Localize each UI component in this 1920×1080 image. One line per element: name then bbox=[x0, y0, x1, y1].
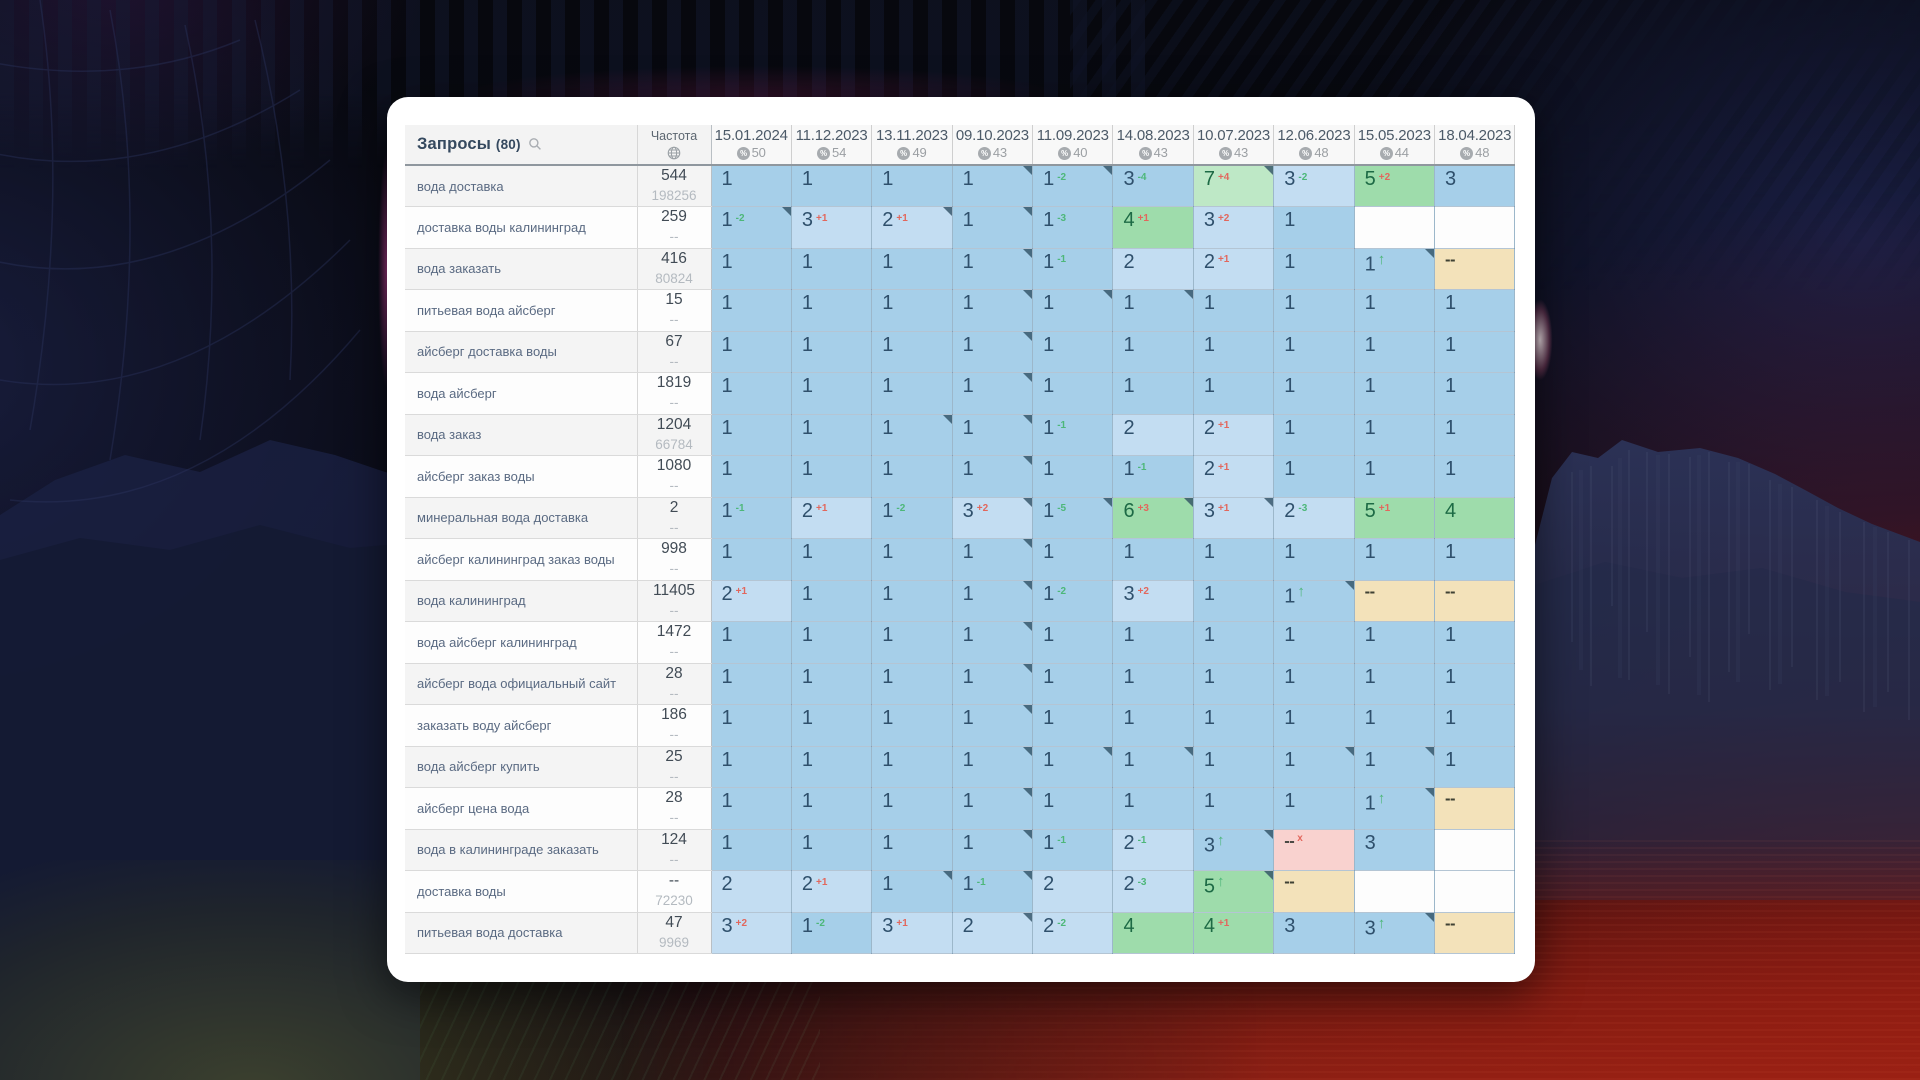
svg-text:%: % bbox=[981, 149, 988, 158]
svg-text:%: % bbox=[901, 149, 908, 158]
svg-text:%: % bbox=[1222, 149, 1229, 158]
svg-text:%: % bbox=[1303, 149, 1310, 158]
svg-text:%: % bbox=[740, 149, 747, 158]
svg-text:%: % bbox=[1061, 149, 1068, 158]
svg-text:%: % bbox=[820, 149, 827, 158]
svg-text:%: % bbox=[1383, 149, 1390, 158]
svg-text:%: % bbox=[1142, 149, 1149, 158]
svg-text:%: % bbox=[1463, 149, 1470, 158]
